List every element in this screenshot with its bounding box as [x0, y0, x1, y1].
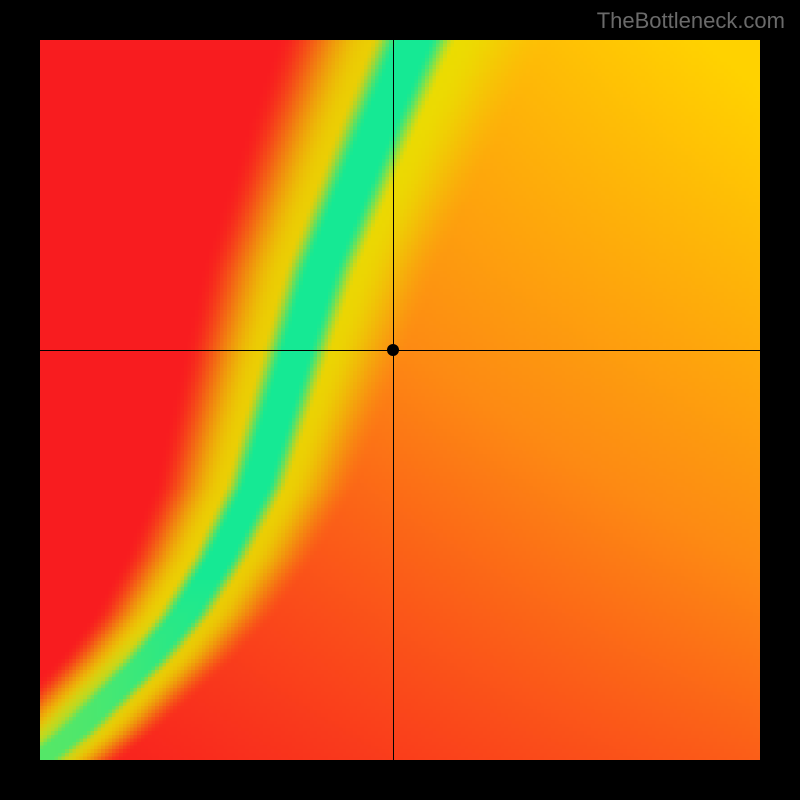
heatmap-canvas — [40, 40, 760, 760]
heatmap-plot — [40, 40, 760, 760]
crosshair-point — [387, 344, 399, 356]
watermark-text: TheBottleneck.com — [597, 8, 785, 34]
crosshair-vertical — [393, 40, 394, 760]
crosshair-horizontal — [40, 350, 760, 351]
